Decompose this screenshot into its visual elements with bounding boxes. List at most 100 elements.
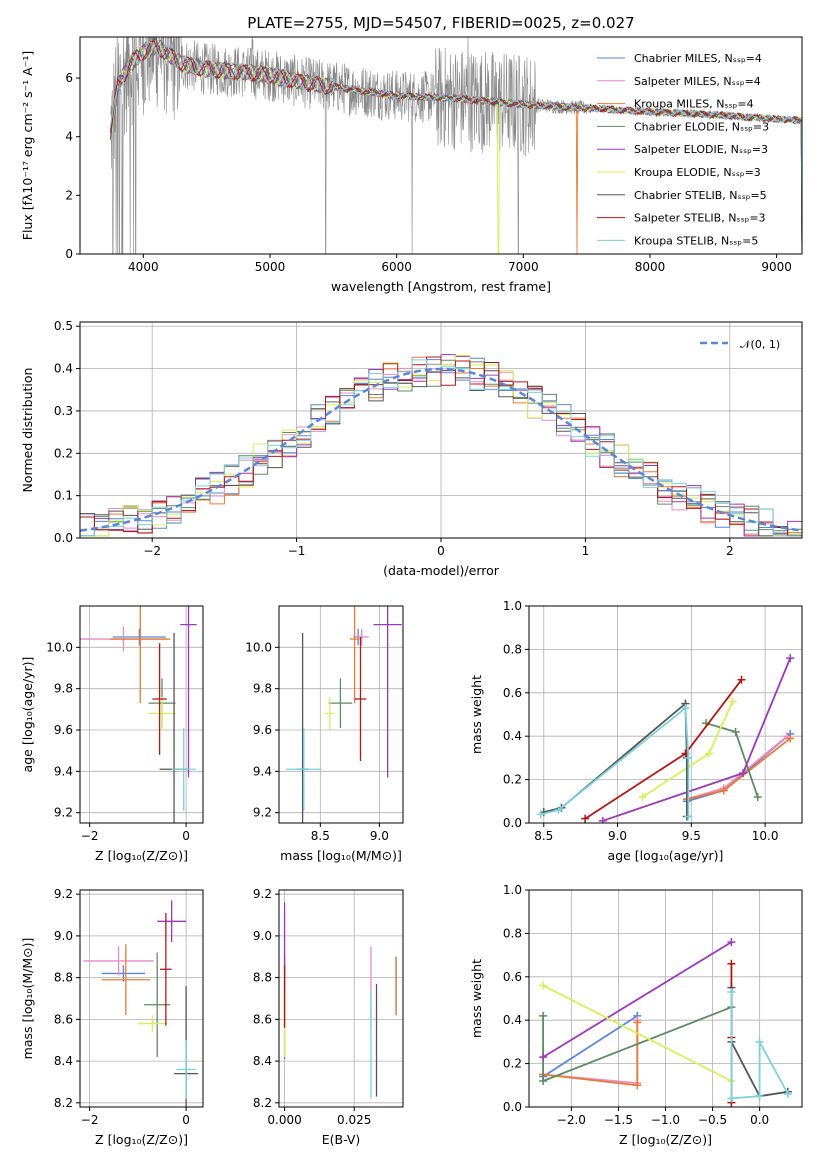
y-tick-label: 0.8 — [503, 642, 522, 656]
legend-label: Chabrier MILES, Nₛₛₚ=4 — [634, 52, 762, 65]
weight-point — [731, 727, 740, 736]
age-vs-metallicity-panel: −2 0 9.2 9.4 9.6 9.8 10.0 Z [log₁₀(Z/Z⊙)] age [l… — [20, 605, 204, 863]
x-axis-label: (data-model)/error — [383, 563, 500, 578]
weight-series-line — [542, 1015, 638, 1078]
y-tick-label: 8.6 — [253, 1012, 272, 1026]
y-tick-label: 9.4 — [54, 764, 73, 778]
grid — [279, 890, 403, 1107]
y-tick-label: 4 — [65, 130, 73, 144]
y-tick-label: 0.6 — [503, 970, 522, 984]
weight-point — [755, 1037, 764, 1046]
y-tick-label: 8.8 — [253, 971, 272, 985]
y-tick-label: 6 — [65, 71, 73, 85]
error-bar-point — [325, 696, 335, 730]
x-tick-label: 8000 — [635, 260, 666, 274]
error-bar-point — [373, 606, 402, 778]
chart-title: PLATE=2755, MJD=54507, FIBERID=0025, z=0… — [247, 14, 634, 32]
legend-label: Kroupa MILES, Nₛₛₚ=4 — [634, 98, 754, 111]
legend-label: Salpeter STELIB, Nₛₛₚ=3 — [634, 212, 766, 225]
x-tick-label: −1.5 — [604, 1113, 633, 1127]
y-tick-label: 9.2 — [54, 806, 73, 820]
y-tick-label: 0.1 — [54, 489, 73, 503]
error-bar-point — [112, 628, 166, 646]
x-tick-label: 0.025 — [337, 1113, 371, 1127]
y-tick-label: 10.0 — [46, 640, 73, 654]
weight-series-line — [686, 735, 788, 800]
y-tick-label: 0.0 — [54, 531, 73, 545]
x-tick-label: −1.0 — [651, 1113, 680, 1127]
weight-point — [728, 697, 737, 706]
x-axis-label: Z [log₁₀(Z/Z⊙)] — [95, 848, 188, 863]
y-tick-label: 0.3 — [54, 404, 73, 418]
error-bar-point — [328, 678, 353, 728]
y-tick-label: 9.2 — [54, 887, 73, 901]
y-tick-label: 0.0 — [503, 1100, 522, 1114]
weight-point — [727, 1094, 736, 1103]
residual-histogram — [80, 356, 802, 537]
weight-series-line — [686, 733, 791, 803]
x-tick-label: 8.5 — [534, 829, 553, 843]
y-tick-label: 8.6 — [54, 1012, 73, 1026]
y-axis-label: Flux [fλ10⁻¹⁷ erg cm⁻² s⁻¹ A⁻¹] — [20, 51, 35, 240]
y-tick-label: 9.8 — [253, 682, 272, 696]
weight-point — [738, 769, 747, 778]
weight-point — [536, 810, 545, 819]
error-bar-point — [110, 606, 171, 704]
x-axis-label: wavelength [Angstrom, rest frame] — [331, 279, 551, 294]
legend: 𝒩(0, 1) — [700, 338, 780, 351]
plot-area — [286, 606, 402, 823]
weight-point — [684, 812, 693, 821]
y-tick-label: 1.0 — [503, 599, 522, 613]
gaussian-curve — [80, 367, 802, 532]
weight-point — [783, 1089, 792, 1098]
y-tick-label: 8.4 — [54, 1054, 73, 1068]
y-tick-label: 0.6 — [503, 686, 522, 700]
x-tick-label: −2.0 — [557, 1113, 586, 1127]
weight-point — [737, 675, 746, 684]
x-tick-label: 10.0 — [752, 829, 779, 843]
grid — [80, 890, 203, 1107]
y-axis-label: mass weight — [469, 675, 484, 754]
x-tick-label: 6000 — [381, 260, 412, 274]
x-tick-label: 0.0 — [750, 1113, 769, 1127]
weight-point — [539, 981, 548, 990]
weight-point — [539, 1076, 548, 1085]
error-bar-point — [137, 1015, 167, 1032]
model-fit-line — [109, 40, 802, 254]
x-tick-label: 7000 — [508, 260, 539, 274]
y-tick-label: 0.5 — [54, 319, 73, 333]
error-bar-point — [354, 628, 369, 646]
x-axis-label: age [log₁₀(age/yr)] — [608, 848, 724, 863]
axes-frame — [79, 36, 803, 255]
x-tick-label: −2 — [81, 1113, 99, 1127]
weight-point — [684, 753, 693, 762]
axes-frame — [278, 889, 404, 1108]
y-tick-label: 8.2 — [54, 1096, 73, 1110]
weight-series-line — [543, 1020, 639, 1085]
x-axis-label: E(B-V) — [322, 1132, 361, 1147]
y-axis-label: mass weight — [469, 959, 484, 1038]
x-tick-label: 8.5 — [311, 829, 330, 843]
y-tick-label: 10.0 — [245, 640, 272, 654]
residuals-panel: −2 −1 0 1 2 0.0 0.1 0.2 0.3 0.4 0.5 (data-model)/er… — [20, 319, 803, 578]
legend-label: 𝒩(0, 1) — [740, 338, 780, 351]
legend-label: Chabrier STELIB, Nₛₛₚ=5 — [634, 189, 767, 202]
weight-point — [753, 792, 762, 801]
grid — [80, 606, 203, 823]
y-tick-label: 0.8 — [503, 926, 522, 940]
weight-vs-age-panel: 8.5 9.0 9.5 10.0 0.0 0.2 0.4 0.6 0.8 1.0 age [log₁… — [469, 599, 803, 863]
x-tick-label: −1 — [288, 544, 306, 558]
error-bar-point — [176, 1040, 196, 1099]
error-bar-point — [354, 637, 367, 761]
plot-area — [109, 37, 802, 254]
error-bar-point — [349, 606, 360, 704]
legend-label: Salpeter MILES, Nₛₛₚ=4 — [634, 75, 761, 88]
x-tick-label: −2 — [143, 544, 161, 558]
model-fit-line — [109, 39, 802, 254]
weight-point — [727, 987, 736, 996]
error-bar-point — [83, 946, 154, 976]
mass-vs-metallicity-panel: −2 0 8.2 8.4 8.6 8.8 9.0 9.2 Z [log₁₀(Z/Z⊙)] mass… — [20, 887, 204, 1147]
error-bar-point — [101, 944, 150, 1016]
weight-point — [727, 959, 736, 968]
plot-area — [539, 938, 792, 1107]
